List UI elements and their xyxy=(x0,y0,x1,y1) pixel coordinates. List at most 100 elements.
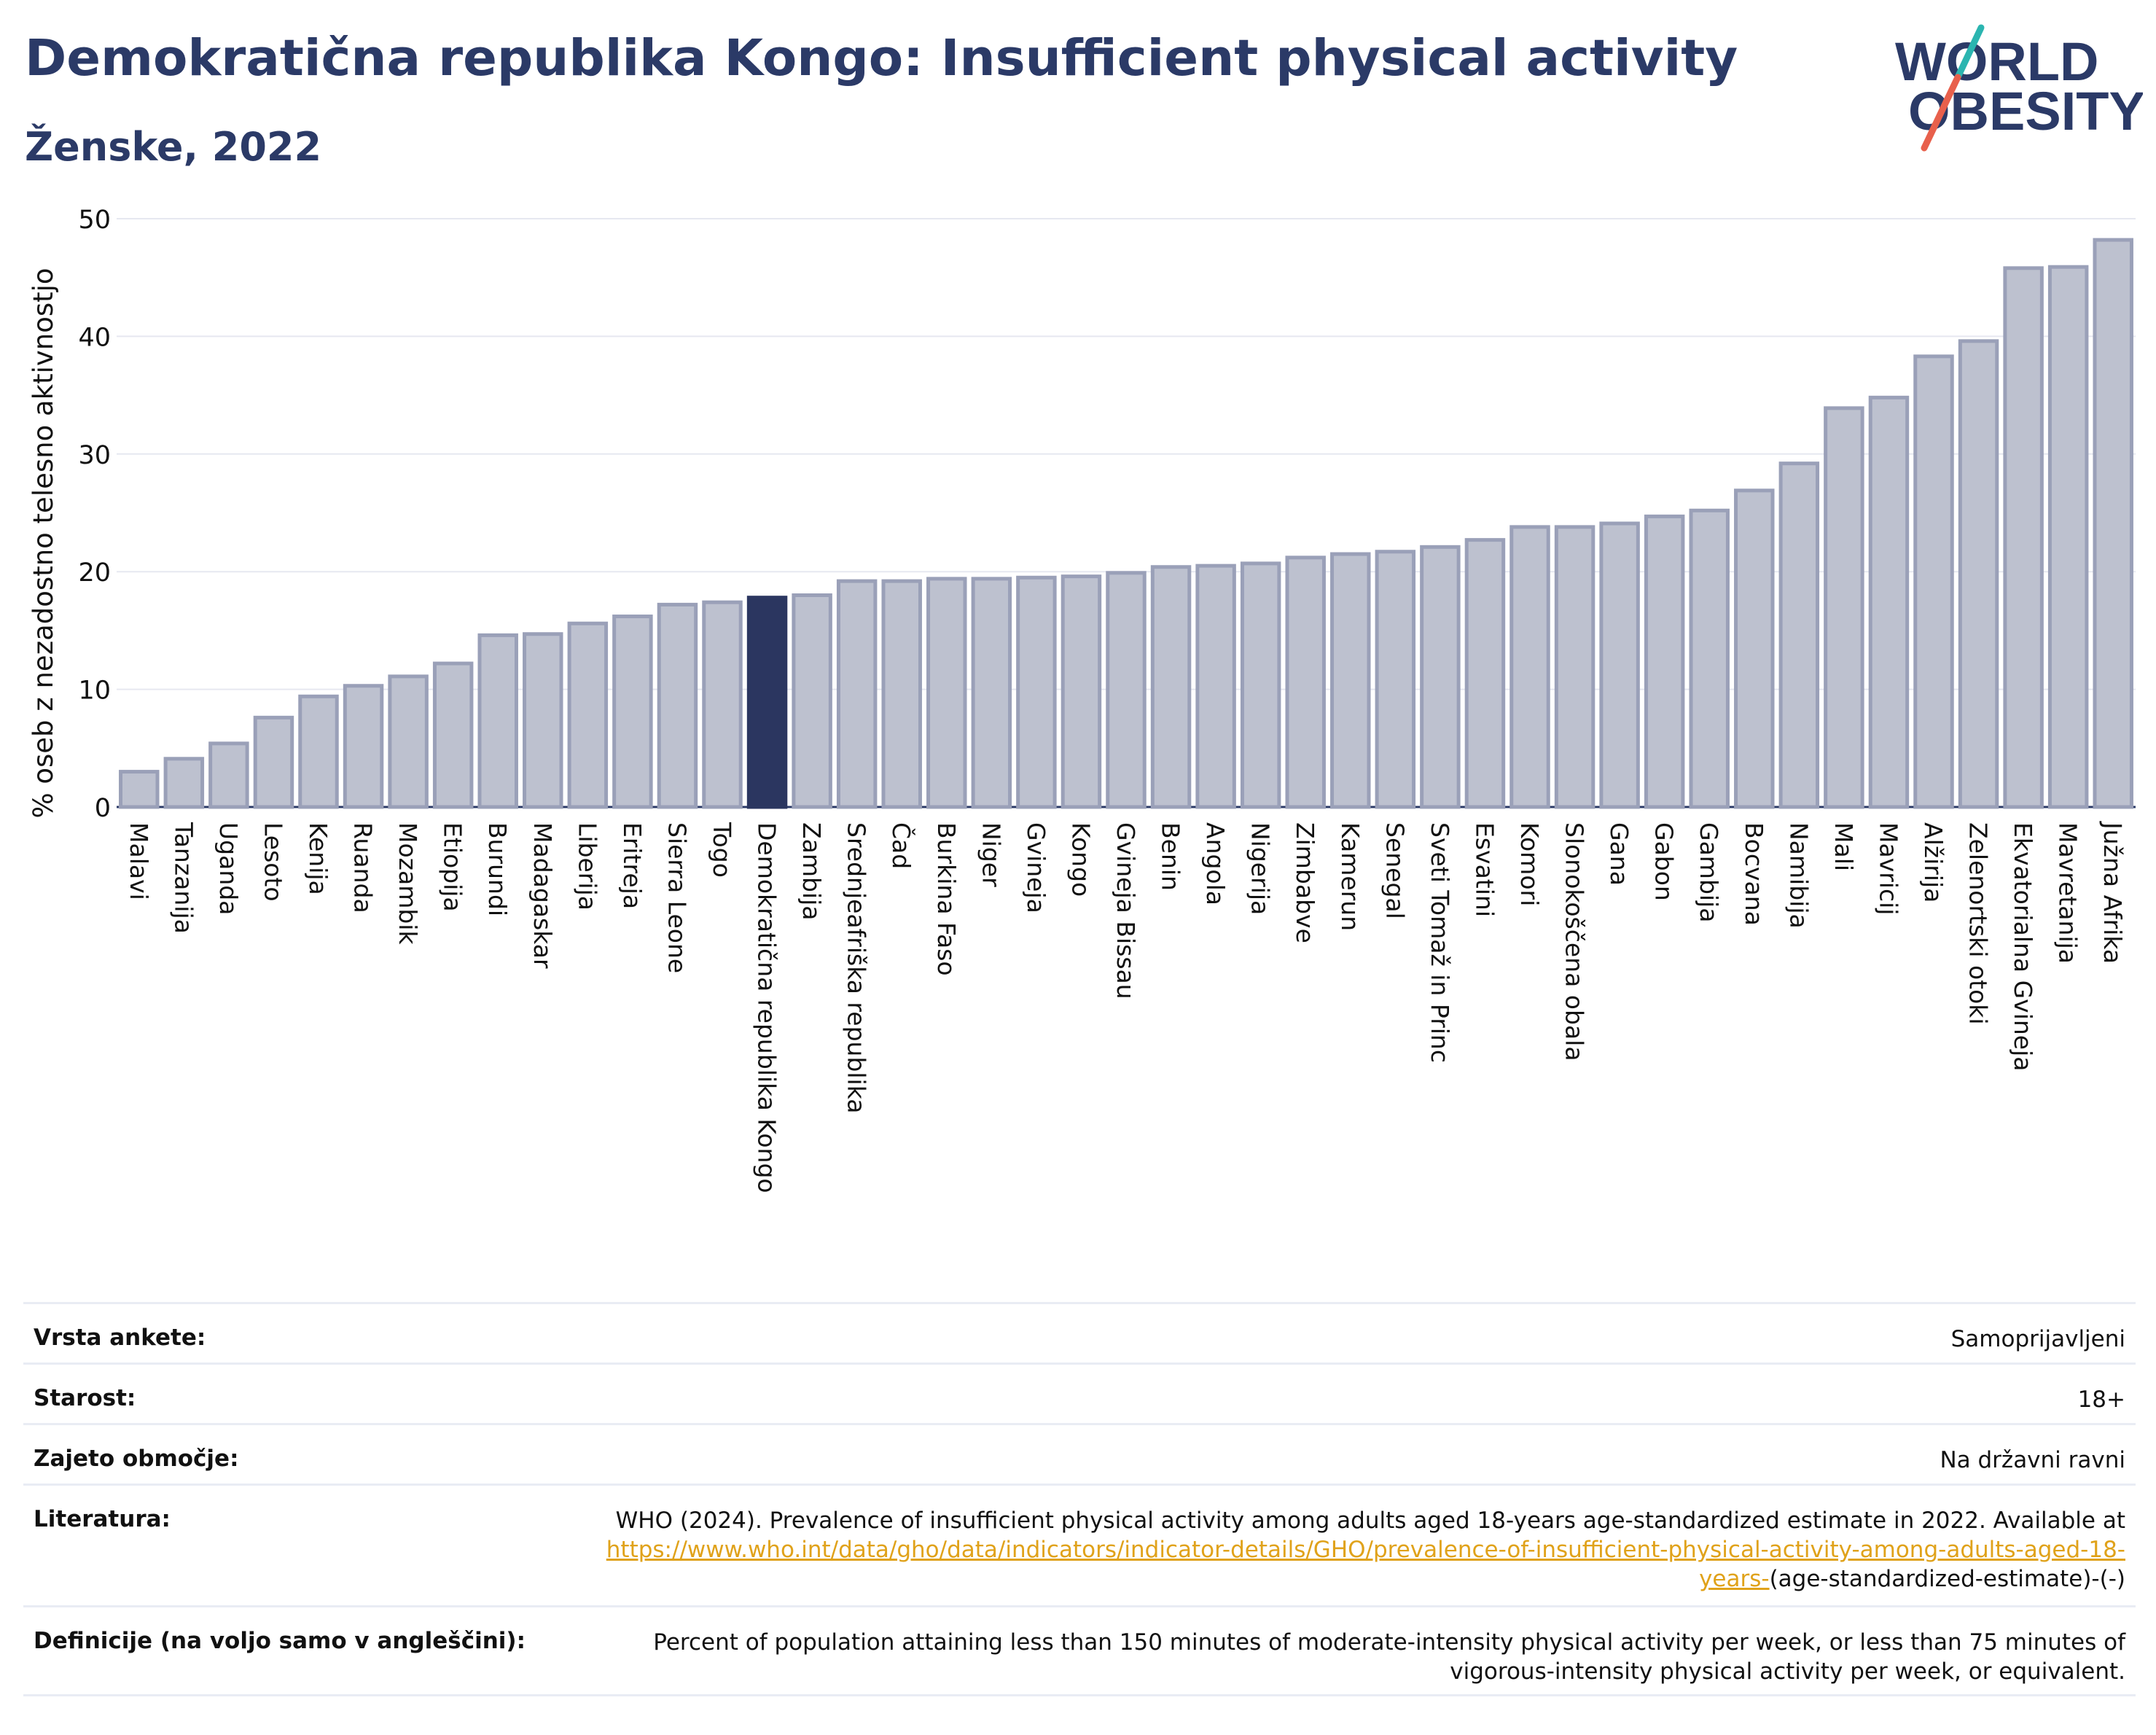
bar xyxy=(1240,561,1281,809)
x-tick-label: Zelenortski otoki xyxy=(1964,822,1993,1025)
y-tick-label: 40 xyxy=(78,323,111,352)
x-tick-label: Mozambik xyxy=(394,822,422,945)
x-tick-label: Srednjeafriška republika xyxy=(843,822,871,1113)
x-tick-label: Sierra Leone xyxy=(663,822,691,973)
bar xyxy=(1689,508,1730,809)
bar xyxy=(836,579,878,809)
meta-label: Vrsta ankete: xyxy=(34,1325,206,1351)
bar xyxy=(208,741,249,809)
bar xyxy=(2003,266,2044,809)
bar xyxy=(298,694,339,809)
x-tick-label: Malavi xyxy=(125,822,153,900)
meta-label: Definicije (na voljo samo v angleščini): xyxy=(34,1628,526,1654)
bar xyxy=(1509,525,1550,809)
chart-title: Demokratična republika Kongo: Insufficie… xyxy=(25,29,1738,87)
bar xyxy=(926,577,967,809)
x-tick-label: Sveti Tomaž in Princ xyxy=(1426,822,1454,1063)
literature-suffix: (age-standardized-estimate)-(-) xyxy=(1769,1566,2125,1592)
meta-value: Na državni ravni xyxy=(1940,1447,2125,1473)
bar-chart: 0 10 20 30 40 50 Malavi Tanzanija Uganda Lesoto K… xyxy=(28,206,2136,1193)
x-tick-label: Gabon xyxy=(1650,822,1679,901)
bar xyxy=(657,602,698,809)
x-tick-labels: Malavi Tanzanija Uganda Lesoto Kenija Ruanda M… xyxy=(125,821,2127,1193)
x-tick-label: Etiopija xyxy=(439,822,467,912)
meta-label: Literatura: xyxy=(34,1506,171,1532)
bar xyxy=(792,593,832,809)
bar xyxy=(2093,238,2133,809)
bar xyxy=(432,661,474,809)
bar xyxy=(1106,571,1147,809)
x-tick-label: Kongo xyxy=(1066,822,1095,897)
x-tick-label: Gvineja Bissau xyxy=(1112,822,1140,999)
bar xyxy=(612,615,653,809)
x-tick-label: Togo xyxy=(708,822,736,878)
bar xyxy=(702,600,743,809)
meta-value: 18+ xyxy=(2077,1387,2125,1413)
x-tick-label: Tanzanija xyxy=(169,822,198,934)
x-tick-label: Komori xyxy=(1515,822,1544,906)
x-tick-label: Zambija xyxy=(797,822,826,920)
meta-label: Starost: xyxy=(34,1385,136,1411)
bar xyxy=(1734,488,1775,809)
chart-subtitle: Ženske, 2022 xyxy=(25,124,322,170)
x-tick-label: Demokratična republika Kongo xyxy=(753,822,781,1193)
metadata-table: Vrsta ankete: Samoprijavljeni Starost: 1… xyxy=(23,1302,2136,1696)
x-tick-label: Benin xyxy=(1157,822,1185,891)
x-tick-label: Južna Afrika xyxy=(2098,821,2127,964)
x-tick-label: Burundi xyxy=(483,822,512,916)
logo-text-world: WORLD xyxy=(1895,31,2099,92)
x-tick-label: Gvineja xyxy=(1022,822,1050,913)
bar xyxy=(971,577,1012,809)
x-tick-label: Uganda xyxy=(214,822,243,915)
meta-label: Zajeto območje: xyxy=(34,1446,239,1472)
bar xyxy=(567,621,609,809)
x-tick-label: Mavricij xyxy=(1874,822,1902,915)
bar xyxy=(1016,575,1057,809)
bar xyxy=(1150,565,1192,809)
bar xyxy=(1599,521,1640,809)
x-tick-label: Nigerija xyxy=(1246,822,1275,915)
bar xyxy=(1195,564,1236,809)
meta-row-literature: Literatura: WHO (2024). Prevalence of in… xyxy=(23,1483,2136,1605)
x-tick-label: Kenija xyxy=(304,822,332,895)
bar xyxy=(2047,265,2089,809)
definition-value: Percent of population attaining less tha… xyxy=(653,1629,2125,1685)
logo-slash-red xyxy=(1921,74,1961,152)
x-tick-label: Ekvatorialna Gvineja xyxy=(2009,822,2037,1071)
logo-text-obesity: OBESITY xyxy=(1908,81,2143,141)
literature-value: WHO (2024). Prevalence of insufficient p… xyxy=(558,1506,2136,1594)
x-tick-label: Zimbabve xyxy=(1291,822,1319,943)
y-tick-label: 30 xyxy=(78,441,111,470)
x-tick-label: Gana xyxy=(1605,822,1633,886)
bar xyxy=(1464,538,1506,809)
x-tick-label: Alžirija xyxy=(1919,822,1948,902)
bar xyxy=(1778,461,1820,809)
bar xyxy=(1913,354,1954,809)
meta-row-definition: Definicije (na voljo samo v angleščini):… xyxy=(23,1605,2136,1696)
bar xyxy=(523,632,563,809)
bar xyxy=(1644,514,1685,809)
bar xyxy=(163,757,205,809)
bar xyxy=(881,579,922,809)
bar xyxy=(253,715,294,809)
literature-link[interactable]: https://www.who.int/data/gho/data/indica… xyxy=(606,1537,2125,1592)
literature-text: WHO (2024). Prevalence of insufficient p… xyxy=(615,1508,2125,1534)
meta-value: Samoprijavljeni xyxy=(1950,1326,2125,1352)
bar xyxy=(1285,555,1326,809)
bar xyxy=(1420,545,1461,809)
y-tick-label: 20 xyxy=(78,558,111,588)
x-tick-label: Liberija xyxy=(573,822,601,911)
bar xyxy=(1061,574,1102,809)
meta-row-age: Starost: 18+ xyxy=(23,1362,2136,1423)
bar xyxy=(1375,550,1416,809)
x-tick-label: Ruanda xyxy=(349,822,378,913)
x-tick-label: Namibija xyxy=(1784,822,1813,929)
bars-layer xyxy=(119,238,2133,809)
y-axis-label: % oseb z nezadostno telesno aktivnostjo xyxy=(28,268,59,818)
world-obesity-logo: WORLD OBESITY xyxy=(1895,24,2143,152)
x-tick-label: Esvatini xyxy=(1470,822,1499,917)
y-tick-label: 10 xyxy=(78,677,111,706)
bar xyxy=(1330,552,1371,809)
meta-row-coverage: Zajeto območje: Na državni ravni xyxy=(23,1423,2136,1483)
x-tick-label: Senegal xyxy=(1380,822,1409,919)
